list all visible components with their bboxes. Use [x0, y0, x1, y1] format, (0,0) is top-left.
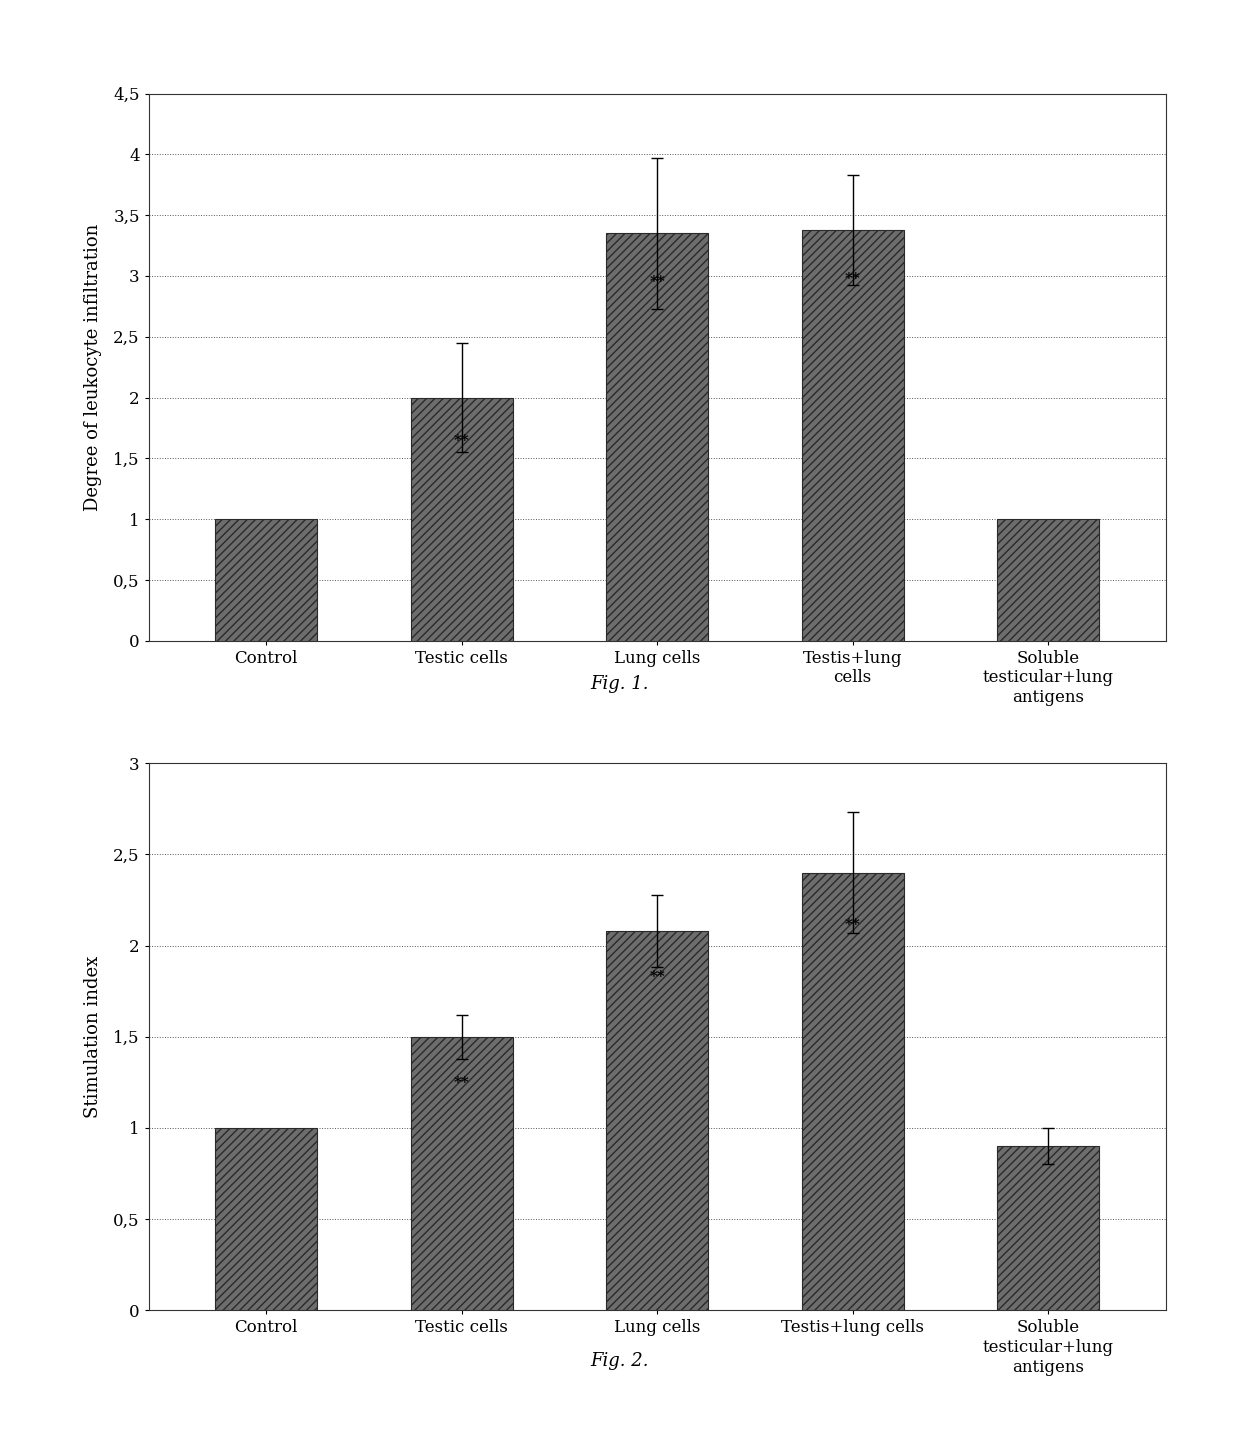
- Text: **: **: [844, 272, 861, 287]
- Bar: [216, 520, 317, 641]
- Bar: [606, 932, 708, 1310]
- Bar: [802, 230, 904, 641]
- Bar: [997, 520, 1099, 641]
- Y-axis label: Stimulation index: Stimulation index: [84, 956, 102, 1117]
- Bar: [216, 1128, 317, 1310]
- Text: **: **: [650, 275, 665, 289]
- Text: **: **: [454, 435, 470, 448]
- Text: Fig. 2.: Fig. 2.: [590, 1352, 650, 1369]
- Bar: [410, 397, 512, 641]
- Bar: [802, 873, 904, 1310]
- Bar: [606, 233, 708, 641]
- Y-axis label: Degree of leukocyte infiltration: Degree of leukocyte infiltration: [84, 223, 102, 511]
- Bar: [410, 1037, 512, 1310]
- Text: **: **: [844, 919, 861, 932]
- Bar: [997, 1146, 1099, 1310]
- Text: **: **: [650, 969, 665, 984]
- Text: Fig. 1.: Fig. 1.: [590, 675, 650, 693]
- Text: **: **: [454, 1076, 470, 1090]
